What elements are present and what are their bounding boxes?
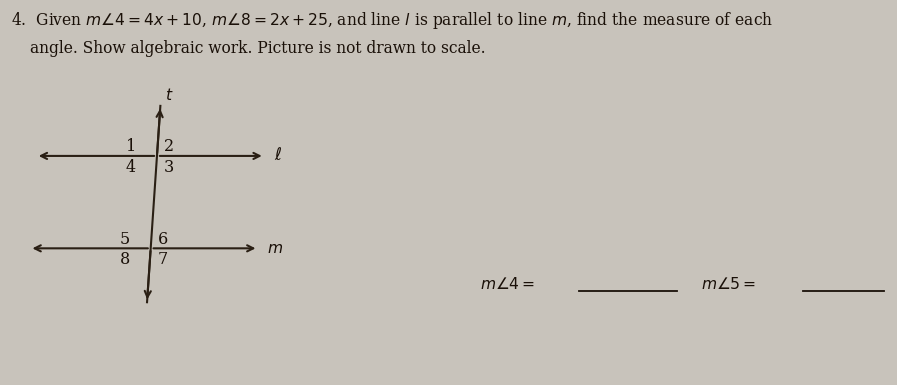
Text: 5: 5 bbox=[119, 231, 130, 248]
Text: 4.  Given $m\angle 4 = 4x + 10$, $m\angle 8 = 2x + 25$, and line $l$ is parallel: 4. Given $m\angle 4 = 4x + 10$, $m\angle… bbox=[11, 10, 773, 31]
Text: 7: 7 bbox=[158, 251, 168, 268]
Text: 4: 4 bbox=[126, 159, 136, 176]
Text: 2: 2 bbox=[164, 138, 174, 155]
Text: 8: 8 bbox=[119, 251, 130, 268]
Text: $m$: $m$ bbox=[267, 240, 283, 257]
Text: 1: 1 bbox=[126, 138, 136, 155]
Text: $m\angle 4 =$: $m\angle 4 =$ bbox=[480, 276, 536, 293]
Text: 3: 3 bbox=[164, 159, 174, 176]
Text: $t$: $t$ bbox=[165, 87, 173, 104]
Text: 6: 6 bbox=[158, 231, 168, 248]
Text: $\ell$: $\ell$ bbox=[274, 147, 282, 164]
Text: angle. Show algebraic work. Picture is not drawn to scale.: angle. Show algebraic work. Picture is n… bbox=[30, 40, 486, 57]
Text: $m\angle 5 =$: $m\angle 5 =$ bbox=[701, 276, 757, 293]
